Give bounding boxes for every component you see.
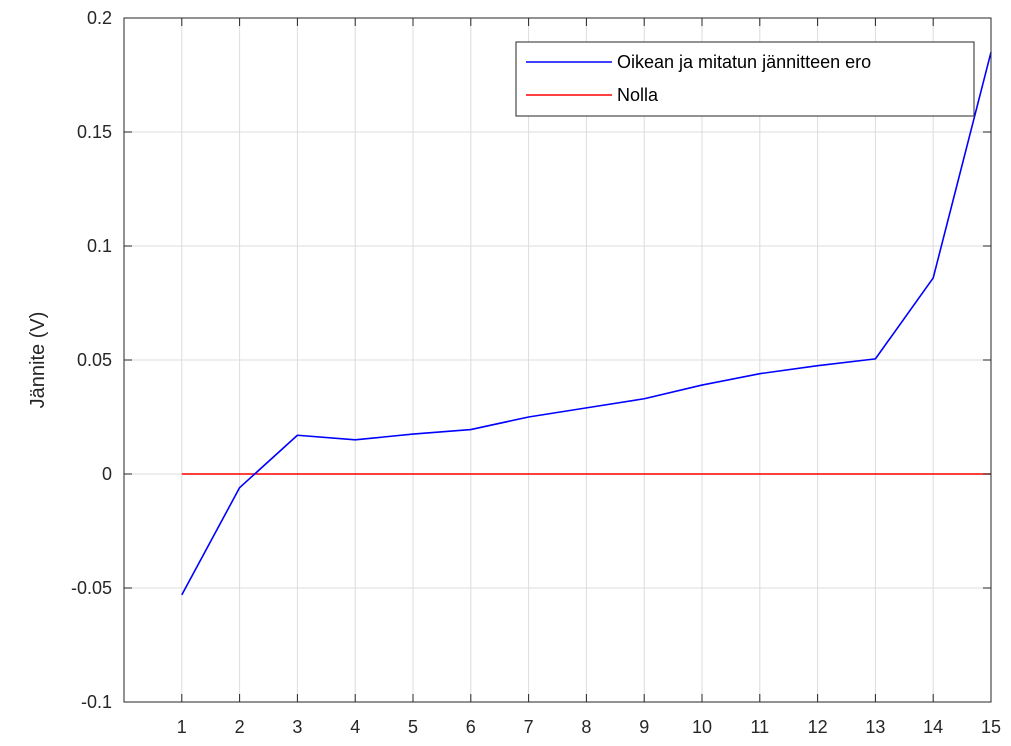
axis-ticks — [124, 17, 992, 703]
legend-entry-label: Oikean ja mitatun jännitteen ero — [617, 52, 871, 72]
x-tick-label: 13 — [865, 717, 885, 737]
tick-labels: 1 2 3 4 5 6 7 8 9 10 11 12 13 14 15-0.1-0.0500.050.10.… — [71, 8, 1001, 737]
y-tick-label: -0.1 — [81, 692, 112, 712]
y-tick-label: 0.1 — [87, 236, 112, 256]
legend-box — [515, 41, 975, 117]
x-tick-label: 8 — [581, 717, 591, 737]
y-tick-label: -0.05 — [71, 578, 112, 598]
x-tick-label: 11 — [750, 717, 769, 737]
x-tick-label: 14 — [923, 717, 943, 737]
x-tick-label: 10 — [692, 717, 712, 737]
x-tick-label: 5 — [408, 717, 418, 737]
legend-entry-label: Nolla — [617, 85, 659, 105]
x-tick-label: 9 — [639, 717, 649, 737]
x-tick-label: 4 — [350, 717, 360, 737]
x-tick-label: 7 — [524, 717, 534, 737]
x-tick-label: 3 — [292, 717, 302, 737]
series-layer — [181, 52, 992, 596]
x-tick-label: 2 — [235, 717, 245, 737]
x-tick-label: 1 — [177, 717, 187, 737]
x-tick-label: 6 — [466, 717, 476, 737]
y-tick-label: 0.05 — [77, 350, 112, 370]
y-tick-label: 0.15 — [77, 122, 112, 142]
legend: Oikean ja mitatun jännitteen ero Nolla — [515, 41, 975, 117]
y-tick-label: 0.2 — [87, 8, 112, 28]
x-tick-label: 12 — [808, 717, 828, 737]
x-tick-label: 15 — [981, 717, 1001, 737]
series-line-difference — [181, 52, 992, 596]
y-axis-label: Jännite (V) — [27, 312, 49, 409]
y-tick-label: 0 — [102, 464, 112, 484]
